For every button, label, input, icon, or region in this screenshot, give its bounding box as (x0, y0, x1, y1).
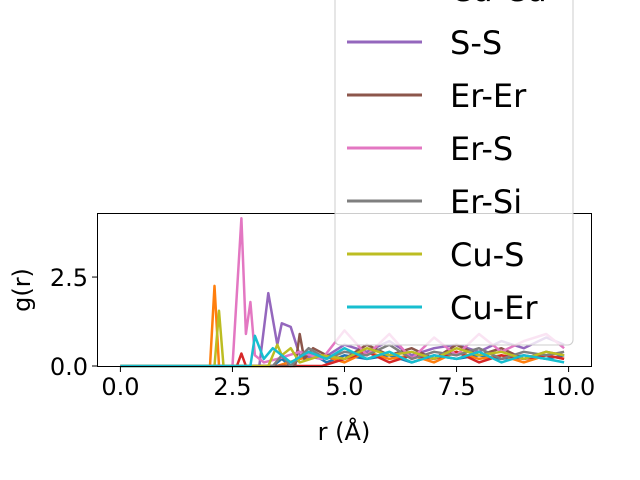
legend-label: Cu-S (450, 236, 524, 274)
x-tick-label: 2.5 (213, 373, 251, 401)
y-tick-label: 2.5 (50, 264, 88, 292)
y-axis: 0.0 2.5 (50, 264, 98, 381)
legend: Si-SiCu-SiCu-CuS-SEr-ErEr-SEr-SiCu-SCu-E… (334, 0, 574, 346)
x-axis: 0.0 2.5 5.0 7.5 10.0 (101, 366, 595, 401)
y-tick-label: 0.0 (50, 353, 88, 381)
y-axis-label: g(r) (8, 268, 36, 312)
legend-label: Er-Er (450, 77, 527, 115)
series-line-8 (120, 334, 565, 368)
x-tick-label: 5.0 (325, 373, 363, 401)
legend-box (334, 0, 574, 346)
legend-label: Cu-Cu (450, 0, 547, 9)
legend-label: Er-S (450, 130, 513, 168)
x-tick-label: 7.5 (437, 373, 475, 401)
legend-label: Er-Si (450, 183, 522, 221)
x-axis-label: r (Å) (318, 417, 371, 446)
x-tick-label: 0.0 (101, 373, 139, 401)
legend-label: Cu-Er (450, 289, 538, 327)
legend-label: S-S (450, 24, 502, 62)
x-tick-label: 10.0 (542, 373, 595, 401)
